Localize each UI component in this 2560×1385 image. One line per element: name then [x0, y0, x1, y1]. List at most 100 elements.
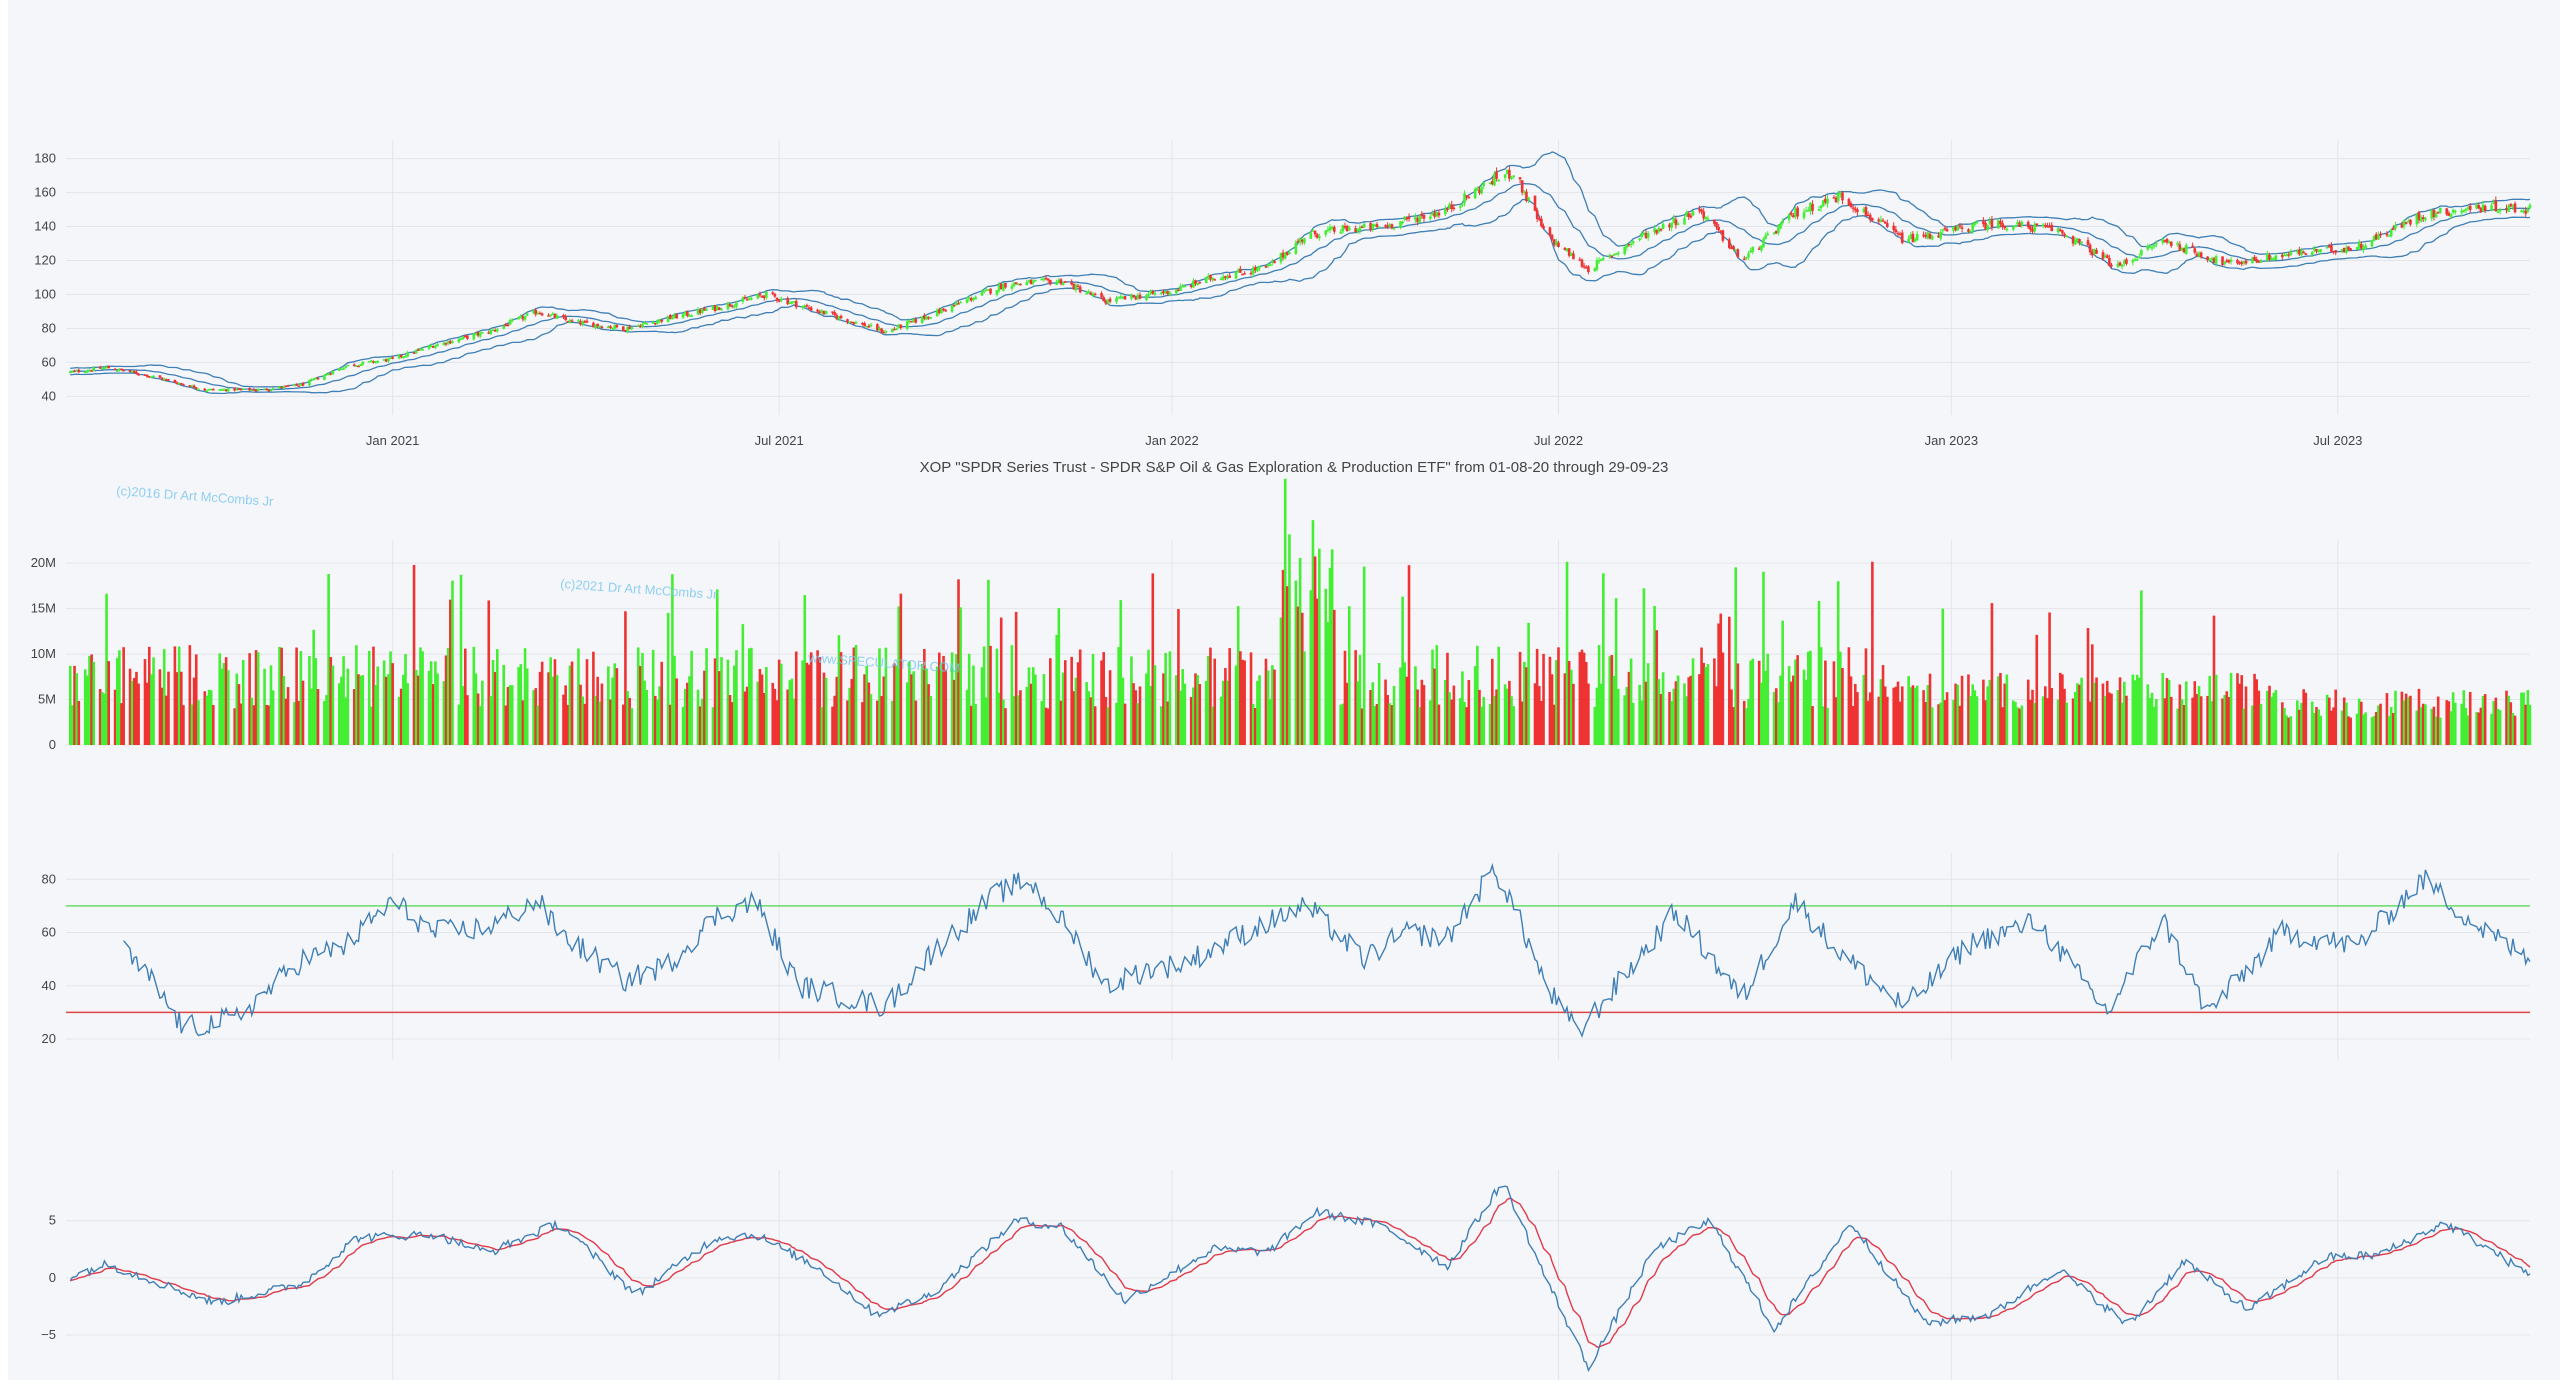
candle-body: [1362, 223, 1366, 228]
candle-body: [1375, 224, 1379, 228]
volume-bar: [1939, 702, 1942, 745]
candle-body: [1567, 248, 1571, 256]
candle-body: [466, 335, 469, 339]
volume-bar: [1236, 606, 1240, 745]
candle-body: [2223, 261, 2226, 265]
volume-bar: [1356, 681, 1360, 745]
candle-body: [1446, 208, 1449, 211]
volume-bar: [700, 698, 704, 745]
candle-body: [2033, 224, 2036, 232]
candle-body: [914, 319, 918, 323]
candle-body: [1151, 291, 1155, 294]
volume-bar: [472, 646, 476, 745]
volume-bar: [451, 580, 454, 745]
volume-bar: [1672, 688, 1676, 745]
volume-bar: [1644, 681, 1648, 745]
candle-body: [1055, 281, 1059, 285]
candle-body: [1809, 202, 1812, 212]
candle-body: [1031, 280, 1035, 284]
candle-body: [2026, 221, 2030, 228]
volume-bar: [478, 706, 482, 745]
candle-body: [1358, 227, 1362, 231]
candle-body: [2011, 226, 2015, 230]
volume-bar: [1226, 680, 1229, 745]
candle-body: [2511, 205, 2515, 207]
candle-body: [481, 332, 484, 334]
candle-body: [891, 329, 894, 333]
candle-body: [816, 309, 819, 312]
volume-bar: [1913, 687, 1917, 745]
volume-bar: [2140, 590, 2143, 745]
candle-body: [1631, 240, 1635, 244]
volume-bar: [1661, 672, 1665, 745]
volume-bar: [286, 687, 290, 745]
volume-bar: [2490, 713, 2493, 745]
candle-body: [2197, 252, 2201, 256]
volume-bar: [2272, 692, 2276, 745]
volume-bar: [167, 671, 170, 745]
candle-body: [999, 283, 1003, 290]
candle-body: [182, 384, 185, 386]
volume-bar: [1886, 696, 1889, 745]
candle-body: [190, 385, 194, 388]
candle-body: [177, 383, 181, 385]
volume-bar: [312, 629, 315, 745]
candle-body: [1732, 246, 1735, 250]
candle-body: [925, 316, 928, 320]
volume-bar: [1132, 683, 1135, 745]
candle-body: [1505, 169, 1509, 174]
candle-body: [940, 308, 943, 314]
candle-body: [2327, 245, 2331, 248]
volume-bar: [449, 599, 452, 745]
volume-bar: [1713, 658, 1716, 745]
volume-bar: [1674, 681, 1678, 745]
volume-bar: [1540, 701, 1543, 745]
volume-bar: [427, 670, 431, 745]
candle-body: [596, 323, 599, 327]
volume-bar: [402, 674, 405, 745]
volume-bar: [1892, 687, 1896, 745]
volume-bar: [1266, 670, 1270, 745]
candle-body: [1298, 238, 1302, 243]
candle-body: [2184, 244, 2188, 254]
candle-body: [2364, 245, 2367, 249]
volume-bar: [1497, 646, 1501, 745]
volume-bar: [822, 672, 826, 745]
volume-bar: [1339, 704, 1343, 745]
volume-bar: [715, 589, 719, 745]
volume-bar: [2146, 684, 2150, 745]
candle-body: [967, 297, 971, 300]
volume-bar: [728, 695, 732, 745]
volume-bar: [2402, 700, 2406, 745]
candle-body: [2524, 210, 2528, 214]
volume-bar: [1602, 573, 1605, 745]
volume-bar: [1343, 650, 1347, 745]
candle-body: [833, 312, 836, 316]
volume-bar: [1063, 660, 1067, 745]
volume-bar: [2325, 694, 2329, 745]
candle-body: [1324, 230, 1328, 235]
candle-body: [271, 388, 275, 390]
candle-body: [256, 389, 260, 391]
volume-bar: [2449, 711, 2453, 745]
candle-body: [2259, 261, 2263, 263]
candle-body: [2432, 209, 2436, 217]
candle-body: [1990, 219, 1994, 228]
volume-bar: [2360, 701, 2363, 745]
volume-bar: [2453, 702, 2457, 745]
volume-bar: [147, 646, 151, 745]
volume-bar: [1198, 684, 1202, 745]
volume-bar: [1495, 689, 1498, 745]
candle-body: [2161, 239, 2165, 243]
volume-bar: [920, 663, 924, 745]
candle-body: [2313, 247, 2316, 251]
volume-panel: [68, 478, 2532, 745]
volume-bar: [1147, 649, 1150, 745]
candle-body: [1138, 294, 1142, 299]
volume-bar: [2240, 675, 2244, 745]
volume-bar: [1836, 581, 1840, 745]
volume-bar: [1138, 686, 1142, 745]
volume-bar: [628, 697, 631, 745]
volume-bar: [179, 671, 183, 745]
candle-body: [942, 308, 945, 311]
